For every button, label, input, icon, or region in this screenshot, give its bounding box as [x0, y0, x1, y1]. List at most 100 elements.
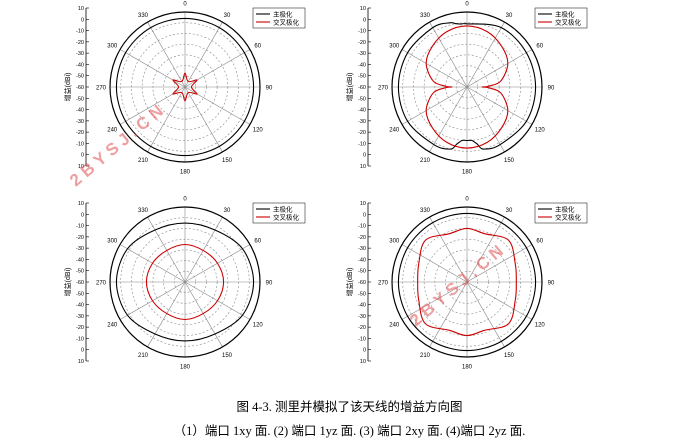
angle-tick-label: 90 — [548, 86, 555, 92]
angle-tick-label: 180 — [462, 170, 473, 176]
radial-axis-title: 增益(dBi) — [63, 268, 72, 297]
radial-tick-label: -40 — [76, 62, 84, 68]
angle-tick-label: 120 — [535, 128, 546, 134]
radial-tick-label: 0 — [81, 348, 84, 354]
grid-spoke — [466, 86, 533, 125]
legend-label: 主极化 — [555, 205, 575, 214]
radial-tick-label: -10 — [358, 29, 366, 35]
legend-label: 交叉极化 — [273, 18, 300, 27]
radial-tick-label: -20 — [76, 130, 84, 136]
angle-tick-label: 30 — [224, 13, 231, 19]
grid-spoke — [429, 86, 468, 153]
angle-tick-label: 90 — [266, 86, 273, 92]
cross-pol-curve — [145, 243, 225, 321]
radial-tick-label: -50 — [358, 96, 366, 102]
cross-pol-curve — [172, 72, 198, 102]
legend-box — [252, 7, 306, 29]
grid-spoke — [184, 86, 251, 125]
legend-label: 交叉极化 — [555, 213, 582, 222]
radial-tick-label: -30 — [76, 119, 84, 125]
legend-box — [534, 7, 588, 29]
polar-chart-4: 0 30 60 90 120 150 180 210 240 270 300 330 10 0 -10 -20… — [345, 197, 588, 371]
angle-tick-label: 240 — [107, 323, 118, 329]
radial-tick-label: -20 — [358, 40, 366, 46]
radial-tick-label: 0 — [81, 212, 84, 218]
radial-tick-label: -30 — [358, 119, 366, 125]
radial-axis-title: 增益(dBi) — [345, 268, 354, 297]
angle-tick-label: 0 — [465, 197, 469, 203]
grid-spoke — [466, 244, 533, 283]
grid-spoke — [466, 49, 533, 88]
angle-tick-label: 120 — [253, 128, 264, 134]
angle-tick-label: 330 — [138, 13, 149, 19]
radial-tick-label: -40 — [76, 108, 84, 114]
radial-tick-label: -40 — [358, 257, 366, 263]
angle-tick-label: 150 — [222, 158, 233, 164]
legend-label: 主极化 — [273, 205, 293, 214]
grid-spoke — [466, 216, 505, 283]
radial-tick-label: -30 — [76, 51, 84, 57]
angle-tick-label: 270 — [96, 86, 107, 92]
radial-tick-label: -30 — [358, 246, 366, 252]
radial-tick-label: -10 — [76, 29, 84, 35]
radial-tick-label: 10 — [360, 6, 366, 12]
radial-tick-label: 0 — [363, 153, 366, 159]
figure-caption-title: 图 4-3. 测里并模拟了该天线的增益方向图 — [236, 400, 463, 414]
angle-tick-label: 120 — [253, 323, 264, 329]
angle-tick-label: 300 — [389, 44, 400, 50]
legend-label: 主极化 — [273, 10, 293, 19]
radial-tick-label: -10 — [76, 141, 84, 147]
angle-tick-label: 330 — [138, 208, 149, 214]
angle-tick-label: 60 — [536, 239, 543, 245]
angle-tick-label: 0 — [465, 2, 469, 8]
grid-spoke — [429, 21, 468, 88]
angle-tick-label: 270 — [96, 281, 107, 287]
grid-spoke — [401, 49, 468, 88]
outer-ring — [109, 11, 261, 163]
angle-tick-label: 120 — [535, 323, 546, 329]
radial-tick-label: -10 — [358, 336, 366, 342]
angle-tick-label: 90 — [548, 281, 555, 287]
co-pol-curve — [397, 22, 537, 150]
radial-tick-label: -30 — [76, 246, 84, 252]
radial-tick-label: -20 — [76, 325, 84, 331]
angle-tick-label: 60 — [254, 44, 261, 50]
grid-spoke — [119, 49, 186, 88]
radial-tick-label: -10 — [76, 224, 84, 230]
polar-plots-figure: 0 30 60 90 120 150 180 210 240 270 300 330 10 0 -10 -20… — [63, 2, 588, 371]
angle-tick-label: 270 — [378, 86, 389, 92]
grid-spoke — [429, 281, 468, 348]
polar-chart-1: 0 30 60 90 120 150 180 210 240 270 300 330 10 0 -10 -20… — [63, 2, 306, 176]
radial-tick-label: -60 — [76, 280, 84, 286]
co-pol-curve — [115, 222, 255, 342]
outer-ring — [391, 11, 543, 163]
angle-tick-label: 150 — [504, 158, 515, 164]
radial-tick-label: -40 — [358, 62, 366, 68]
radial-tick-label: -60 — [358, 280, 366, 286]
grid-spoke — [119, 86, 186, 125]
angle-tick-label: 210 — [420, 353, 431, 359]
radial-tick-label: -50 — [76, 96, 84, 102]
legend-box — [534, 202, 588, 224]
radial-tick-label: 0 — [81, 17, 84, 23]
grid-spoke — [401, 281, 468, 320]
angle-tick-label: 60 — [254, 239, 261, 245]
radial-tick-label: -50 — [358, 74, 366, 80]
angle-tick-label: 0 — [183, 2, 187, 8]
grid-spoke — [429, 216, 468, 283]
figure-caption-subtitle: （1）端口 1xy 面. (2) 端口 1yz 面. (3) 端口 2xy 面.… — [173, 424, 526, 438]
angle-tick-label: 60 — [536, 44, 543, 50]
co-pol-curve — [115, 17, 255, 157]
radial-tick-label: 0 — [363, 212, 366, 218]
radial-tick-label: 0 — [81, 153, 84, 159]
radial-tick-label: -10 — [76, 336, 84, 342]
radial-tick-label: -50 — [76, 291, 84, 297]
radial-tick-label: 10 — [360, 164, 366, 170]
grid-spoke — [184, 21, 223, 88]
co-pol-curve — [397, 212, 537, 352]
radial-tick-label: -50 — [76, 269, 84, 275]
cross-pol-curve — [417, 227, 517, 337]
radial-tick-label: 10 — [78, 359, 84, 365]
grid-spoke — [184, 86, 223, 153]
angle-tick-label: 180 — [180, 365, 191, 371]
